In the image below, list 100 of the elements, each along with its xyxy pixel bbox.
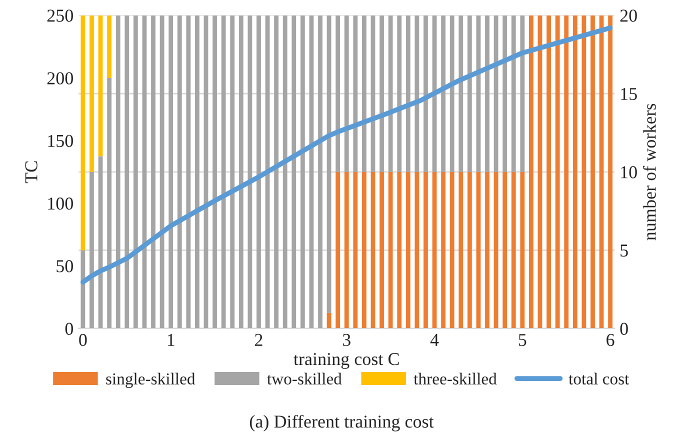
bar [476,172,481,328]
bar [380,15,384,172]
bar [282,15,288,328]
text: (a) Different training cost [250,414,434,432]
bar [494,172,498,328]
bar [336,15,340,172]
x-axis-title: training cost C [294,353,399,369]
bar [467,172,472,328]
line-series [80,25,613,285]
bar [458,172,464,328]
bar [80,250,86,328]
y-tick-label: 150 [48,134,73,148]
bar [511,15,516,172]
bar [248,15,252,328]
bar [292,15,296,328]
bar [406,15,410,172]
x-tick-label: 0 [79,334,87,346]
bar [362,172,366,328]
bar [467,15,472,172]
y2-tick-label: 20 [620,10,637,22]
bar [424,172,428,328]
legend-label: two-skilled [267,372,342,385]
bar [485,15,490,172]
bar [230,15,235,328]
bar [221,15,226,328]
bar [388,172,393,328]
bar [344,15,349,172]
x-tick-label: 1 [168,334,174,346]
bar [572,15,578,328]
legend-label: single-skilled [106,372,196,388]
bar [441,172,446,328]
bar [256,15,261,328]
bar [362,15,366,172]
bar [344,172,349,328]
bar [107,15,112,78]
bar [336,172,340,328]
bar [502,15,508,172]
bar [520,15,525,172]
bar [458,15,464,172]
y2-tick-label: 15 [621,88,637,100]
bar [511,172,516,328]
bar [168,15,174,328]
y2-tick-label: 0 [620,322,628,335]
bar [353,15,358,172]
bar [380,172,384,328]
bar [441,15,446,172]
y-tick-label: 100 [48,197,73,210]
bar [186,15,191,328]
bar [529,15,534,328]
y-tick-label: 0 [65,322,73,335]
y-tick-label: 50 [56,260,73,272]
y-tick-label: 200 [47,72,73,84]
x-tick-label: 2 [255,334,262,346]
y2-tick-label: 10 [621,166,637,178]
bar [406,172,410,328]
bar [502,172,508,328]
y-tick-label: 250 [47,10,73,22]
legend-label: total cost [568,372,630,385]
bar [397,172,402,328]
bar [238,15,244,328]
bar [212,15,217,328]
bar [564,15,569,328]
bar [370,172,376,328]
x-tick-label: 4 [430,334,439,346]
bar [116,15,120,328]
y2-tick-label: 5 [620,244,628,257]
bar [414,172,420,328]
bar [353,172,358,328]
bar [520,172,525,328]
bar [432,172,437,328]
bar [388,15,393,172]
bar [555,15,560,328]
bar [80,15,86,250]
bar [450,172,454,328]
bar [195,15,200,328]
bar [582,15,586,328]
y-axis-title: TC [25,161,38,184]
bar [318,15,322,328]
bar [124,15,130,328]
bar [590,15,595,328]
bar [177,15,182,328]
legend-label: three-skilled [414,372,497,385]
x-tick-label: 5 [518,334,526,346]
bar [397,15,402,172]
x-tick-label: 3 [342,334,350,346]
bar [107,78,112,328]
bar [90,172,94,328]
bar [424,15,428,172]
bar [151,15,156,328]
bar [608,15,613,328]
bar [98,15,103,156]
bar [274,15,279,328]
bar [133,15,138,328]
bar [485,172,490,328]
bar [546,15,551,328]
bar [90,15,94,172]
bar [300,15,305,328]
bar [414,15,420,172]
bar [450,15,454,172]
x-tick-label: 6 [606,334,614,346]
